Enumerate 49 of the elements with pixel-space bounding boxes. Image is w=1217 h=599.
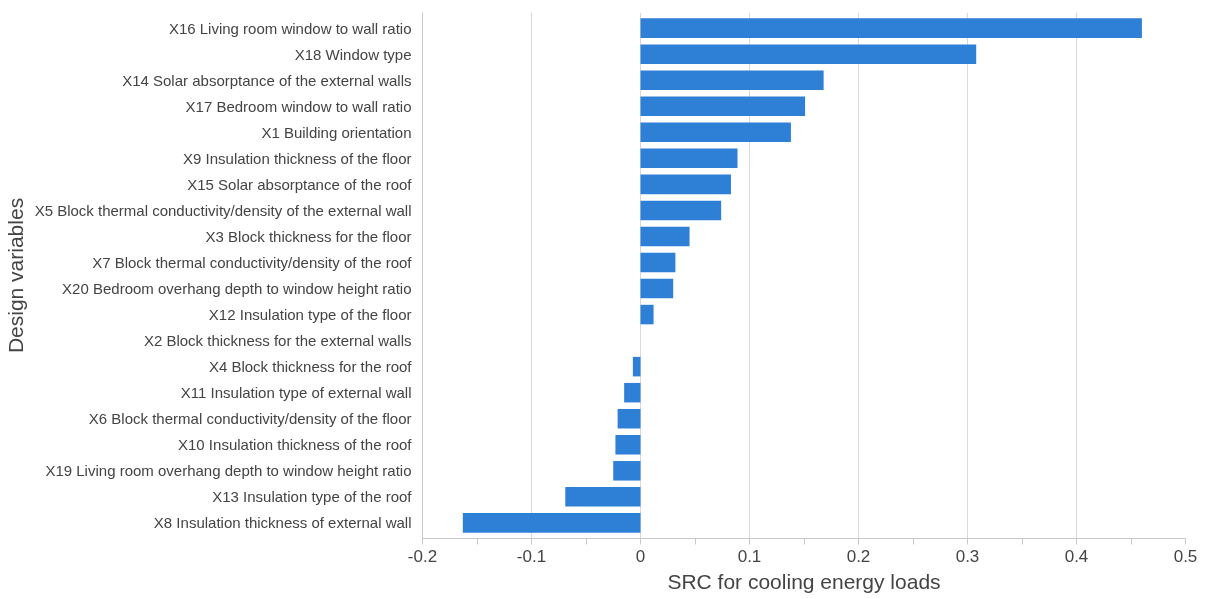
bar [640, 278, 674, 299]
y-tick-label: X15 Solar absorptance of the roof [187, 175, 413, 193]
bar [640, 44, 977, 64]
bar [640, 148, 738, 169]
y-tick-label: X14 Solar absorptance of the external walls [122, 71, 412, 89]
y-tick-label: X10 Insulation thickness of the roof [178, 436, 413, 454]
x-axis-title: SRC for cooling energy loads [667, 569, 941, 593]
bar [617, 408, 641, 429]
bar [640, 252, 676, 273]
bar [640, 226, 690, 247]
bar [565, 487, 641, 507]
y-tick-label: X19 Living room overhang depth to window height ratio [45, 462, 412, 480]
x-tick-label: -0.1 [516, 546, 547, 566]
y-axis-title: Design variables [3, 197, 27, 354]
y-tick-label: X13 Insulation type of the roof [212, 488, 413, 506]
x-tick-label: 0.4 [1064, 546, 1089, 566]
y-tick-label: X5 Block thermal conductivity/density of the external wall [34, 201, 412, 219]
x-tick-label: 0.3 [955, 546, 980, 566]
y-tick-label: X3 Block thickness for the floor [205, 227, 412, 245]
bar [613, 461, 641, 481]
y-tick-label: X16 Living room window to wall ratio [168, 19, 412, 37]
y-tick-label: X1 Building orientation [261, 123, 412, 141]
bar [640, 18, 1142, 38]
x-tick-label: 0.1 [737, 546, 762, 566]
x-tick-label: 0.2 [846, 546, 871, 566]
y-tick-label: X11 Insulation type of external wall [180, 384, 412, 402]
x-tick-label: -0.2 [407, 546, 438, 566]
bar [640, 174, 731, 195]
x-tick-label: 0.5 [1173, 546, 1198, 566]
y-tick-label: X20 Bedroom overhang depth to window height ratio [62, 280, 412, 298]
y-tick-label: X2 Block thickness for the external walls [143, 332, 412, 350]
y-tick-label: X4 Block thickness for the roof [208, 358, 413, 376]
bar [462, 513, 641, 533]
bar [640, 200, 722, 221]
y-tick-label: X7 Block thermal conductivity/density of the roof [92, 253, 413, 271]
y-tick-label: X9 Insulation thickness of the floor [183, 149, 412, 167]
bar [640, 96, 806, 117]
y-tick-label: X18 Window type [294, 45, 412, 63]
bar [615, 434, 641, 455]
bar [640, 122, 791, 143]
y-tick-label: X12 Insulation type of the floor [208, 306, 412, 324]
y-tick-label: X17 Bedroom window to wall ratio [185, 97, 412, 115]
bar [640, 70, 824, 90]
bar [624, 382, 641, 403]
x-tick-label: 0 [635, 546, 646, 566]
bar [640, 304, 654, 325]
y-tick-label: X6 Block thermal conductivity/density of the floor [88, 410, 412, 428]
y-tick-label: X8 Insulation thickness of external wall [153, 514, 412, 532]
bar [632, 356, 641, 377]
